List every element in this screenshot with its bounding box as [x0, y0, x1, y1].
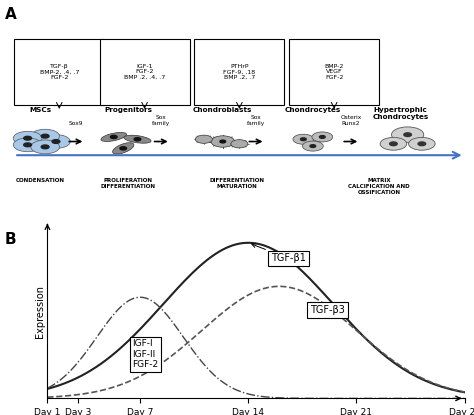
Circle shape	[24, 136, 32, 140]
Circle shape	[13, 138, 42, 152]
Circle shape	[418, 142, 426, 146]
FancyBboxPatch shape	[100, 39, 190, 105]
Text: MSCs: MSCs	[29, 107, 51, 113]
Circle shape	[301, 138, 306, 141]
Circle shape	[31, 140, 59, 154]
Circle shape	[42, 134, 70, 149]
Text: Sox9: Sox9	[69, 120, 83, 125]
Circle shape	[31, 129, 59, 143]
Circle shape	[392, 127, 424, 142]
Circle shape	[404, 133, 411, 137]
Ellipse shape	[113, 143, 134, 154]
Circle shape	[390, 142, 397, 146]
Circle shape	[195, 135, 212, 143]
Text: Sox
family: Sox family	[247, 115, 265, 125]
Text: A: A	[5, 7, 17, 22]
Text: Hypertrophic
Chondrocytes: Hypertrophic Chondrocytes	[373, 107, 428, 120]
FancyBboxPatch shape	[14, 39, 104, 105]
Text: CONDENSATION: CONDENSATION	[16, 178, 65, 183]
Text: PROLIFERATION
DIFFERENTIATION: PROLIFERATION DIFFERENTIATION	[100, 178, 155, 189]
Text: MATRIX
CALCIFICATION AND
OSSIFICATION: MATRIX CALCIFICATION AND OSSIFICATION	[348, 178, 410, 195]
Circle shape	[302, 141, 323, 151]
Circle shape	[319, 136, 325, 138]
Text: Chondroblasts: Chondroblasts	[193, 107, 253, 113]
Circle shape	[231, 140, 248, 148]
Circle shape	[312, 132, 333, 142]
Text: B: B	[5, 232, 17, 247]
Circle shape	[220, 140, 226, 143]
Circle shape	[41, 134, 49, 138]
Circle shape	[120, 147, 127, 150]
FancyBboxPatch shape	[289, 39, 379, 105]
Text: IGF-I
IGF-II
FGF-2: IGF-I IGF-II FGF-2	[132, 339, 158, 369]
Y-axis label: Expression: Expression	[35, 285, 45, 338]
Text: BMP-2
VEGF
FGF-2: BMP-2 VEGF FGF-2	[325, 63, 344, 80]
Text: Progenitors: Progenitors	[104, 107, 152, 113]
Text: IGF-1
FGF-2
BMP .2, .4, .7: IGF-1 FGF-2 BMP .2, .4, .7	[124, 63, 165, 80]
Ellipse shape	[124, 135, 151, 143]
Circle shape	[211, 136, 235, 147]
Text: TGF-β3: TGF-β3	[310, 305, 345, 315]
Text: Chondrocytes: Chondrocytes	[285, 107, 341, 113]
Circle shape	[13, 131, 42, 145]
Circle shape	[134, 138, 141, 141]
Circle shape	[41, 145, 49, 149]
Circle shape	[409, 137, 435, 150]
Text: TGF-β
BMP-2, .4, .7
FGF-2: TGF-β BMP-2, .4, .7 FGF-2	[39, 63, 79, 80]
Circle shape	[310, 145, 316, 147]
Circle shape	[380, 137, 407, 150]
Text: PTHrP
FGF-9, .18
BMP .2, .7: PTHrP FGF-9, .18 BMP .2, .7	[223, 63, 255, 80]
Text: TGF-β1: TGF-β1	[252, 244, 306, 264]
FancyBboxPatch shape	[194, 39, 284, 105]
Circle shape	[110, 135, 117, 139]
Text: Osterix
Runx2: Osterix Runx2	[340, 115, 361, 125]
Circle shape	[52, 139, 60, 144]
Circle shape	[24, 143, 32, 147]
Text: Sox
family: Sox family	[152, 115, 170, 125]
Ellipse shape	[101, 132, 127, 142]
Text: DIFFERENTIATION
MATURATION: DIFFERENTIATION MATURATION	[210, 178, 264, 189]
Circle shape	[293, 134, 314, 144]
